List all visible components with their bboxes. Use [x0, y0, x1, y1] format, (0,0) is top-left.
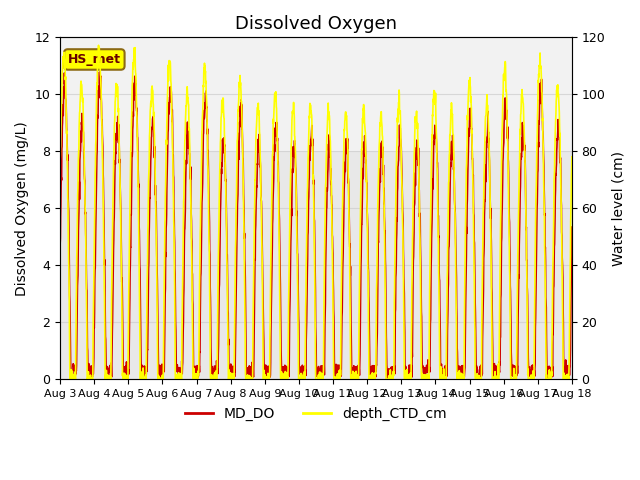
Text: HS_met: HS_met [68, 53, 121, 66]
Y-axis label: Water level (cm): Water level (cm) [611, 151, 625, 266]
Legend: MD_DO, depth_CTD_cm: MD_DO, depth_CTD_cm [180, 402, 452, 427]
Y-axis label: Dissolved Oxygen (mg/L): Dissolved Oxygen (mg/L) [15, 121, 29, 296]
Bar [60, 151, 572, 379]
Title: Dissolved Oxygen: Dissolved Oxygen [235, 15, 397, 33]
Bar [60, 37, 572, 151]
